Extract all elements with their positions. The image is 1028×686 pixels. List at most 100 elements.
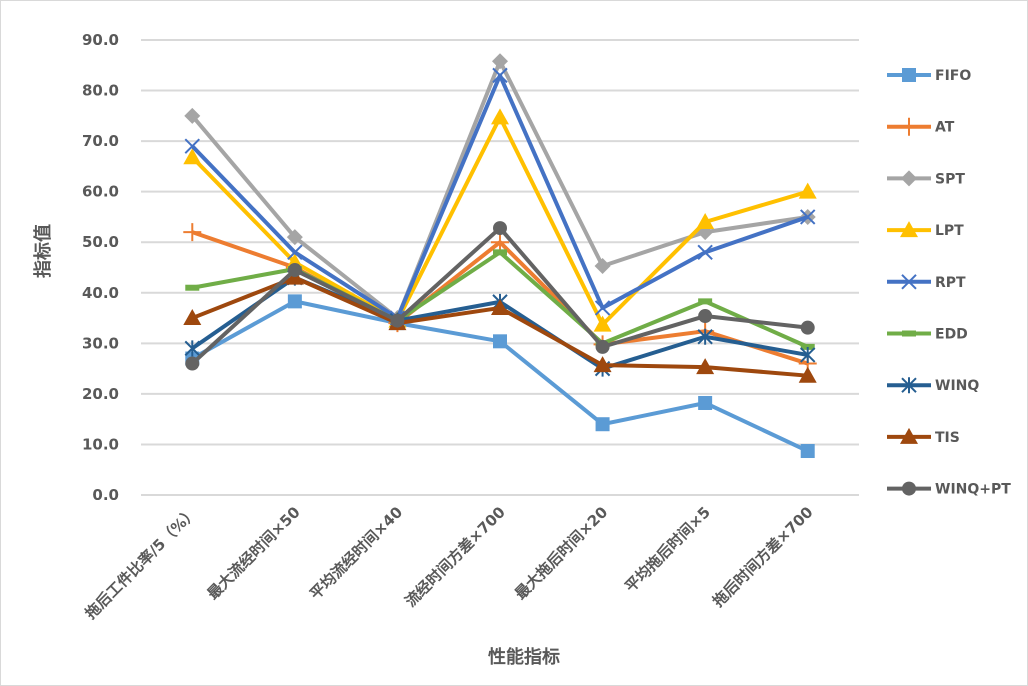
- circle-marker: [800, 320, 815, 335]
- data-point-marker: [698, 309, 713, 324]
- legend-label: LPT: [935, 223, 964, 239]
- plus-marker: [183, 223, 202, 242]
- square-marker: [800, 444, 815, 459]
- circle-marker: [185, 356, 200, 371]
- data-point-marker: [800, 209, 816, 225]
- data-point-marker: [900, 117, 918, 136]
- data-point-marker: [698, 395, 713, 410]
- y-tick-label: 80.0: [82, 82, 119, 100]
- legend-item: WINQ: [887, 377, 979, 394]
- data-point-marker: [286, 229, 303, 246]
- legend-label: WINQ+PT: [935, 482, 1011, 498]
- series-line: [191, 275, 809, 371]
- data-point-marker: [287, 294, 302, 309]
- data-point-marker: [183, 223, 202, 242]
- legend-label: WINQ: [935, 378, 979, 394]
- triangle-marker: [593, 315, 612, 332]
- circle-marker: [698, 309, 713, 324]
- plus-marker: [491, 233, 509, 252]
- data-point-marker: [594, 257, 611, 274]
- star-marker: [184, 340, 200, 357]
- y-tick-label: 0.0: [92, 486, 119, 504]
- data-point-marker: [287, 244, 303, 261]
- series-line: [191, 299, 809, 453]
- data-point-marker: [595, 339, 610, 354]
- data-point-marker: [287, 263, 302, 278]
- data-point-marker: [184, 138, 200, 154]
- y-tick-label: 90.0: [82, 31, 119, 49]
- y-tick-label: 50.0: [82, 233, 119, 251]
- data-point-marker: [901, 274, 917, 290]
- data-point-marker: [594, 300, 611, 316]
- legend-label: EDD: [935, 327, 968, 343]
- star-marker: [901, 377, 917, 394]
- legend-label: AT: [935, 120, 955, 136]
- square-marker: [698, 395, 713, 410]
- x-marker: [492, 67, 508, 84]
- x-marker: [594, 300, 611, 316]
- data-point-marker: [493, 249, 507, 256]
- triangle-marker: [491, 108, 509, 125]
- y-tick-label: 70.0: [82, 132, 119, 150]
- data-point-marker: [901, 170, 917, 187]
- data-point-marker: [185, 356, 200, 371]
- y-tick-label: 30.0: [82, 334, 119, 352]
- triangle-marker: [900, 221, 918, 238]
- data-point-marker: [902, 481, 916, 496]
- series-winq-pt: [185, 221, 815, 371]
- circle-marker: [493, 221, 507, 236]
- star-marker: [697, 328, 713, 345]
- legend-item: FIFO: [887, 68, 971, 84]
- data-point-marker: [902, 68, 916, 82]
- y-tick-label: 40.0: [82, 284, 119, 302]
- legend-item: RPT: [887, 274, 966, 291]
- data-point-marker: [183, 309, 202, 326]
- data-point-marker: [491, 233, 509, 252]
- circle-marker: [287, 263, 302, 278]
- legend-item: AT: [887, 117, 955, 136]
- diamond-marker: [184, 107, 201, 124]
- legend-label: SPT: [935, 171, 965, 187]
- diamond-marker: [492, 53, 508, 70]
- data-point-marker: [696, 358, 715, 375]
- data-point-marker: [900, 427, 918, 444]
- data-point-marker: [902, 330, 916, 337]
- data-point-marker: [901, 377, 917, 394]
- star-marker: [800, 346, 816, 363]
- triangle-marker: [900, 427, 918, 444]
- square-marker: [595, 417, 610, 432]
- triangle-marker: [183, 148, 202, 165]
- data-point-marker: [798, 182, 817, 199]
- data-point-marker: [800, 444, 815, 459]
- data-point-marker: [697, 244, 713, 261]
- x-axis-title: 性能指标: [488, 646, 560, 668]
- square-marker: [902, 68, 916, 82]
- legend-label: FIFO: [935, 68, 971, 84]
- triangle-marker: [491, 298, 509, 315]
- data-point-marker: [185, 284, 200, 291]
- legend-item: LPT: [887, 221, 964, 239]
- diamond-marker: [594, 257, 611, 274]
- diamond-marker: [901, 170, 917, 187]
- triangle-marker: [696, 358, 715, 375]
- data-point-marker: [390, 313, 405, 328]
- legend-item: TIS: [887, 427, 960, 446]
- data-point-marker: [184, 107, 201, 124]
- triangle-marker: [798, 366, 817, 383]
- diamond-marker: [286, 229, 303, 246]
- square-marker: [493, 334, 507, 349]
- x-tick-label: 拖后时间方差×700: [709, 503, 816, 610]
- data-point-marker: [493, 334, 507, 349]
- data-point-marker: [593, 315, 612, 332]
- circle-marker: [390, 313, 405, 328]
- data-point-marker: [800, 343, 815, 350]
- data-point-marker: [492, 67, 508, 84]
- data-point-marker: [183, 148, 202, 165]
- dash-marker: [185, 284, 200, 291]
- dash-marker: [493, 249, 507, 256]
- y-axis-title: 指标值: [32, 224, 54, 278]
- data-point-marker: [800, 320, 815, 335]
- series-lines: [183, 53, 817, 459]
- x-tick-label: 拖后工件比率/5（%）: [82, 503, 201, 622]
- data-point-marker: [492, 53, 508, 70]
